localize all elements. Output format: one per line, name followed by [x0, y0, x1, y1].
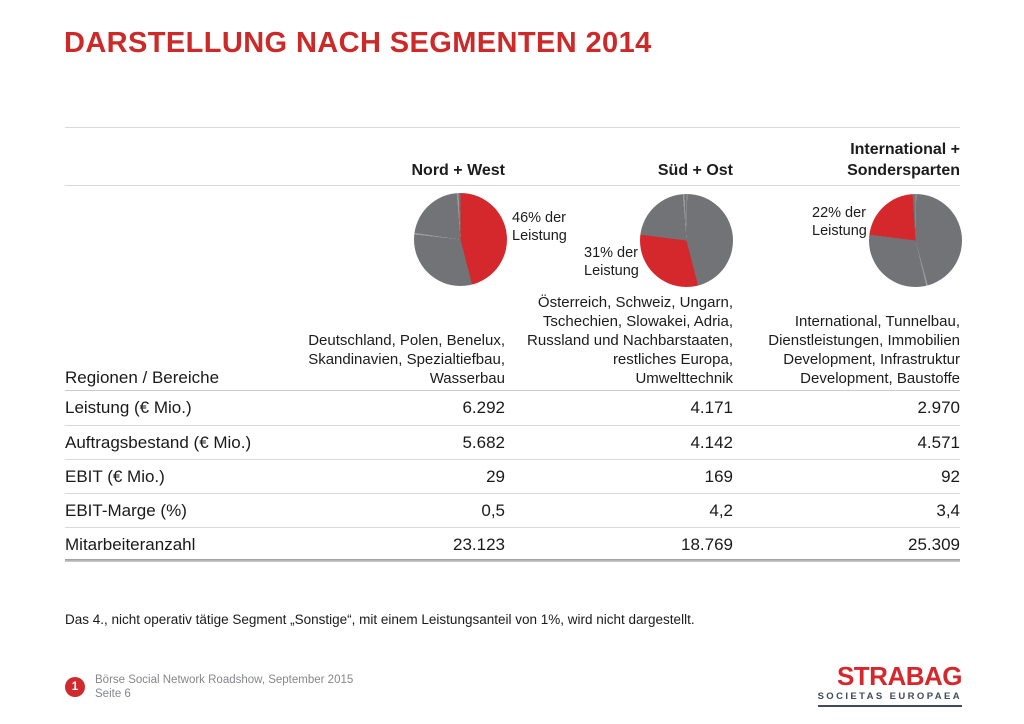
cell-value: 169 [704, 467, 733, 486]
cell-value: 3,4 [936, 501, 960, 520]
pie-chart-nord-west [414, 193, 507, 286]
cell-value: 2.970 [917, 398, 960, 417]
row-divider [65, 527, 960, 528]
cell-value: 4.171 [690, 398, 733, 417]
page-number-badge: 1 [65, 677, 85, 697]
segment-header-sued-ost: Süd + Ost [657, 162, 733, 179]
pie-share-label-international-sondersparten: 22% der Leistung [812, 205, 867, 239]
cell-value: 4.142 [690, 433, 733, 452]
table-row-mitarbeiteranzahl: Mitarbeiteranzahl 23.123 18.769 25.309 [65, 528, 960, 561]
table-row-ebit-marge: EBIT-Marge (%) 0,5 4,2 3,4 [65, 494, 960, 527]
cell-value: 5.682 [462, 433, 505, 452]
pie-chart-international-sondersparten [869, 194, 962, 287]
row-label: Mitarbeiteranzahl [65, 535, 196, 554]
segment-regions-sued-ost: Österreich, Schweiz, Ungarn, Tschechien,… [527, 294, 733, 387]
footer-line-1: Börse Social Network Roadshow, September… [95, 674, 354, 686]
row-divider [65, 459, 960, 460]
segment-header-international-sondersparten: International + Sondersparten [847, 141, 960, 179]
pie-chart-sued-ost [640, 194, 733, 287]
cell-value: 23.123 [453, 535, 505, 554]
cell-value: 0,5 [481, 501, 505, 520]
cell-value: 29 [486, 467, 505, 486]
cell-value: 18.769 [681, 535, 733, 554]
row-label: EBIT-Marge (%) [65, 501, 187, 520]
divider-top [65, 127, 960, 128]
segment-header-nord-west: Nord + West [411, 162, 506, 179]
pie-share-label-sued-ost: 31% der Leistung [584, 245, 639, 279]
row-label: Auftragsbestand (€ Mio.) [65, 433, 252, 452]
pie-share-label-nord-west: 46% der Leistung [512, 210, 567, 244]
logo-wordmark: STRABAG [836, 661, 963, 691]
table-bottom-border [65, 559, 960, 562]
cell-value: 25.309 [908, 535, 960, 554]
cell-value: 4,2 [709, 501, 733, 520]
footnote: Das 4., nicht operativ tätige Segment „S… [65, 612, 695, 627]
divider-header [65, 185, 960, 186]
page-title: DARSTELLUNG NACH SEGMENTEN 2014 [64, 27, 652, 59]
row-divider [65, 425, 960, 426]
cell-value: 6.292 [462, 398, 505, 417]
segment-regions-international-sondersparten: International, Tunnelbau, Dienstleistung… [768, 313, 960, 387]
table-corner-label: Regionen / Bereiche [65, 368, 220, 387]
row-label: EBIT (€ Mio.) [65, 467, 165, 486]
row-divider [65, 493, 960, 494]
footer-text: Börse Social Network Roadshow, September… [95, 673, 353, 701]
logo-subtitle: SOCIETAS EUROPAEA [817, 691, 962, 707]
cell-value: 92 [941, 467, 960, 486]
segment-regions-nord-west: Deutschland, Polen, Benelux, Skandinavie… [308, 332, 505, 387]
row-label: Leistung (€ Mio.) [65, 398, 192, 417]
table-row-auftragsbestand: Auftragsbestand (€ Mio.) 5.682 4.142 4.5… [65, 426, 960, 459]
strabag-logo: STRABAG SOCIETAS EUROPAEA [817, 661, 963, 707]
footer-line-2: Seite 6 [95, 688, 131, 700]
divider-regions [65, 390, 960, 391]
table-row-leistung: Leistung (€ Mio.) 6.292 4.171 2.970 [65, 391, 960, 424]
cell-value: 4.571 [917, 433, 960, 452]
table-row-ebit: EBIT (€ Mio.) 29 169 92 [65, 460, 960, 493]
